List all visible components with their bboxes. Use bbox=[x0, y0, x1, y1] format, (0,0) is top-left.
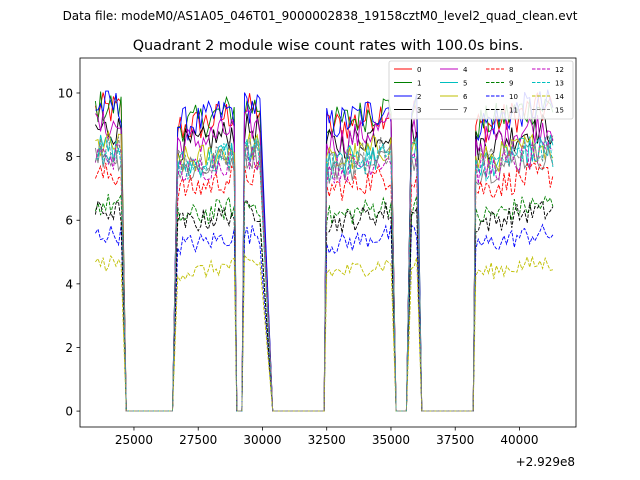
legend-label-8: 8 bbox=[509, 66, 513, 74]
legend-label-0: 0 bbox=[417, 66, 421, 74]
legend-label-2: 2 bbox=[417, 93, 421, 101]
legend-label-15: 15 bbox=[555, 107, 564, 115]
legend-label-9: 9 bbox=[509, 80, 513, 88]
x-tick-label: 40000 bbox=[500, 433, 538, 447]
y-tick-label: 10 bbox=[58, 86, 73, 100]
x-tick-label: 30000 bbox=[243, 433, 281, 447]
legend-label-12: 12 bbox=[555, 66, 564, 74]
legend-label-11: 11 bbox=[509, 107, 518, 115]
legend-label-5: 5 bbox=[463, 80, 467, 88]
legend-label-13: 13 bbox=[555, 80, 564, 88]
y-tick-label: 0 bbox=[65, 405, 73, 419]
y-tick-label: 6 bbox=[65, 214, 73, 228]
x-tick-label: 35000 bbox=[372, 433, 410, 447]
y-tick-label: 2 bbox=[65, 341, 73, 355]
legend-label-6: 6 bbox=[463, 93, 468, 101]
x-tick-label: 27500 bbox=[179, 433, 217, 447]
x-tick-label: 25000 bbox=[115, 433, 153, 447]
plot-frame bbox=[79, 57, 577, 428]
y-tick-label: 4 bbox=[65, 277, 73, 291]
series-line-9 bbox=[94, 193, 554, 412]
x-axis: 25000 27500 30000 32500 35000 37500 40000 bbox=[115, 427, 539, 447]
series-layer bbox=[94, 89, 554, 412]
y-tick-label: 8 bbox=[65, 150, 73, 164]
series-line-10 bbox=[95, 223, 554, 412]
figure-suptitle: Data file: modeM0/AS1A05_046T01_90000028… bbox=[63, 9, 578, 23]
x-tick-label: 32500 bbox=[308, 433, 346, 447]
x-tick-label: 37500 bbox=[436, 433, 474, 447]
legend-label-10: 10 bbox=[509, 93, 518, 101]
legend-label-7: 7 bbox=[463, 107, 467, 115]
legend-frame bbox=[388, 60, 574, 120]
legend-label-1: 1 bbox=[417, 80, 421, 88]
legend-label-4: 4 bbox=[463, 66, 468, 74]
y-axis: 0 2 4 6 8 10 bbox=[58, 86, 80, 419]
chart-title: Quadrant 2 module wise count rates with … bbox=[133, 38, 524, 54]
legend-label-14: 14 bbox=[555, 93, 564, 101]
legend-label-3: 3 bbox=[417, 107, 421, 115]
x-offset-label: +2.929e8 bbox=[516, 455, 575, 469]
series-line-15 bbox=[94, 133, 554, 412]
